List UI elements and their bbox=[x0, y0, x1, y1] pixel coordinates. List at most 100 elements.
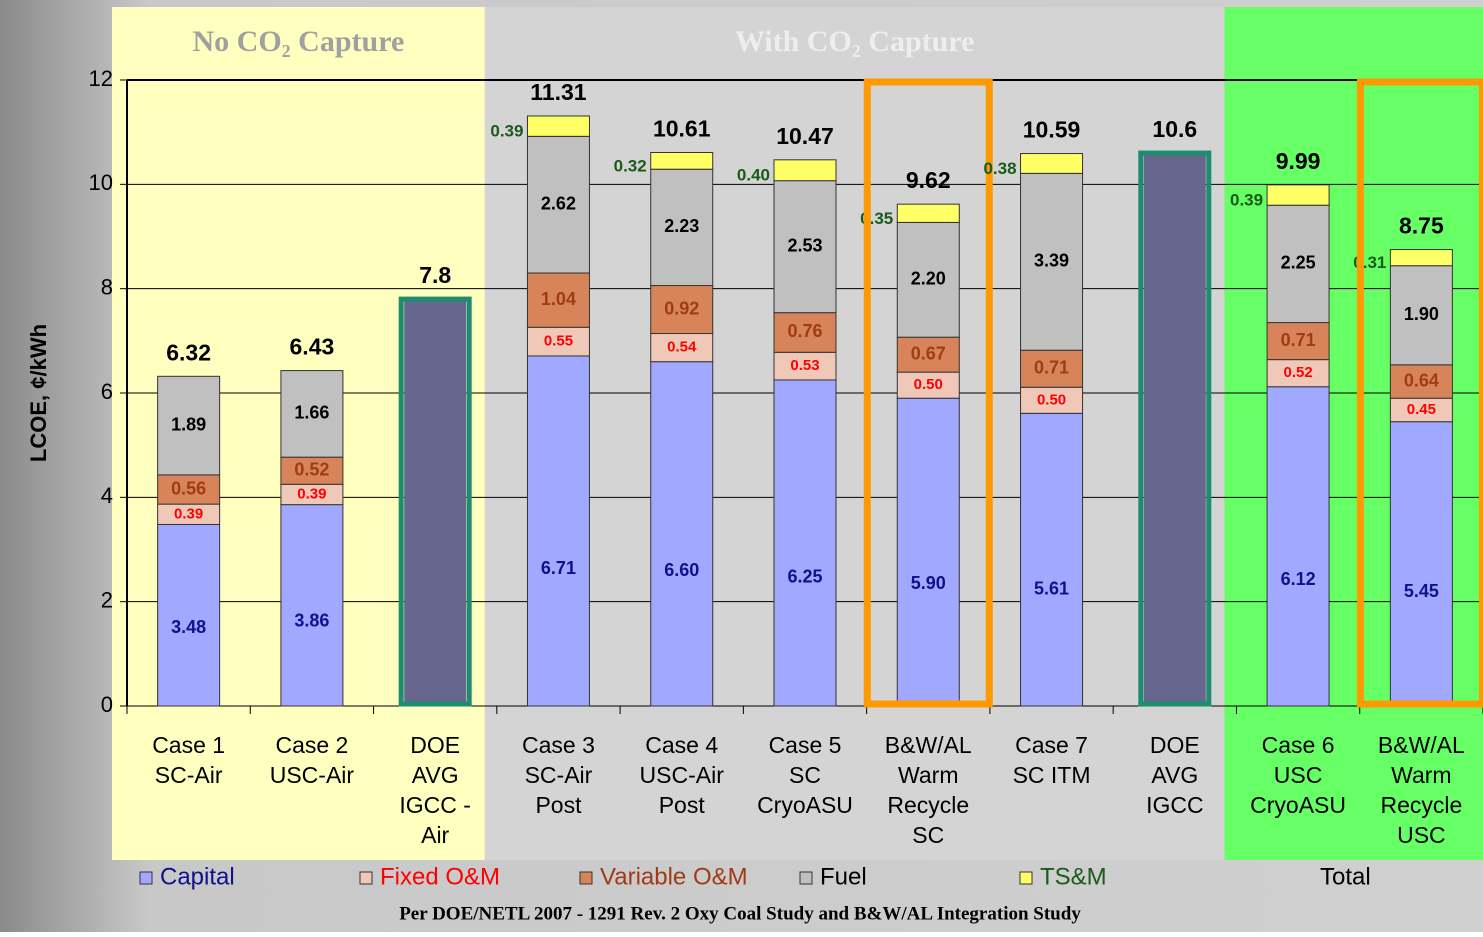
bar-segment bbox=[157, 375, 221, 476]
legend-swatch bbox=[1019, 871, 1033, 885]
x-tick-label: Case 7 bbox=[1015, 732, 1088, 758]
x-tick-label: Case 6 bbox=[1262, 732, 1335, 758]
value-label: 2.25 bbox=[1281, 253, 1316, 273]
value-label: 0.54 bbox=[667, 339, 697, 356]
x-tick-label: Case 2 bbox=[275, 732, 348, 758]
y-tick-label: 8 bbox=[101, 274, 113, 299]
value-label: 0.39 bbox=[490, 122, 523, 141]
value-label: 0.71 bbox=[1281, 330, 1316, 350]
value-label: 0.32 bbox=[614, 156, 647, 175]
x-tick-label: CryoASU bbox=[757, 792, 853, 818]
highlight-box bbox=[398, 296, 472, 707]
bar-segment bbox=[526, 115, 590, 137]
legend-swatch bbox=[799, 871, 813, 885]
region-label: No CO₂ Capture bbox=[193, 25, 405, 58]
x-tick-label: SC bbox=[912, 822, 944, 848]
bar-segment bbox=[157, 474, 221, 505]
region bbox=[484, 7, 1225, 860]
legend-label: Total bbox=[1320, 863, 1371, 890]
x-tick-label: Post bbox=[659, 792, 706, 818]
value-label: 3.48 bbox=[171, 617, 206, 637]
x-tick-label: B&W/AL bbox=[885, 732, 972, 758]
x-tick-label: Post bbox=[535, 792, 582, 818]
x-tick-label: DOE bbox=[410, 732, 460, 758]
bar-segment bbox=[1389, 265, 1453, 366]
total-label: 11.31 bbox=[530, 79, 586, 105]
value-label: 0.56 bbox=[171, 478, 206, 498]
y-tick-label: 4 bbox=[101, 483, 113, 508]
highlight-box bbox=[1356, 78, 1483, 708]
x-tick-label: Case 4 bbox=[645, 732, 718, 758]
value-label: 6.12 bbox=[1281, 569, 1316, 589]
x-tick-label: SC ITM bbox=[1013, 762, 1091, 788]
bar-segment bbox=[1020, 349, 1084, 388]
total-label: 10.6 bbox=[1152, 116, 1197, 142]
bar-segment bbox=[280, 504, 344, 707]
bar-segment bbox=[1266, 204, 1330, 324]
total-label: 6.43 bbox=[290, 334, 335, 360]
value-label: 0.38 bbox=[983, 159, 1016, 178]
legend-swatch bbox=[139, 871, 153, 885]
x-tick-label: Air bbox=[421, 822, 449, 848]
bar-segment bbox=[1020, 153, 1084, 174]
region-label: With CO₂ Capture bbox=[735, 25, 975, 58]
total-label: 6.32 bbox=[166, 339, 211, 365]
bar-segment bbox=[1020, 386, 1084, 414]
bar-segment bbox=[773, 351, 837, 381]
x-tick-label: Recycle bbox=[887, 792, 969, 818]
x-tick-label: USC-Air bbox=[640, 762, 725, 788]
legend-label: Fixed O&M bbox=[380, 863, 500, 890]
value-label: 0.92 bbox=[664, 298, 699, 318]
y-tick-label: 6 bbox=[101, 379, 113, 404]
y-tick-label: 2 bbox=[101, 587, 113, 612]
bar-segment bbox=[280, 370, 344, 458]
x-tick-label: Recycle bbox=[1380, 792, 1462, 818]
bar-segment bbox=[650, 333, 714, 363]
value-label: 0.39 bbox=[297, 485, 326, 502]
value-label: 0.39 bbox=[1230, 191, 1263, 210]
legend-label: Variable O&M bbox=[600, 863, 748, 890]
bar-segment bbox=[526, 355, 590, 707]
value-label: 1.89 bbox=[171, 414, 206, 434]
value-label: 3.86 bbox=[294, 610, 329, 630]
bar-segment bbox=[650, 285, 714, 335]
value-label: 1.90 bbox=[1404, 304, 1439, 324]
value-label: 2.62 bbox=[541, 193, 576, 213]
total-label: 8.75 bbox=[1399, 213, 1444, 239]
value-label: 5.90 bbox=[911, 573, 946, 593]
total-label: 7.8 bbox=[419, 262, 451, 288]
bar-segment bbox=[896, 397, 960, 707]
value-label: 2.23 bbox=[664, 216, 699, 236]
highlight-box bbox=[863, 78, 993, 708]
value-label: 0.52 bbox=[1283, 364, 1312, 381]
value-label: 0.76 bbox=[787, 321, 822, 341]
value-label: 3.39 bbox=[1034, 251, 1069, 271]
bar-segment bbox=[526, 135, 590, 274]
y-tick-label: 10 bbox=[89, 170, 113, 195]
value-label: 0.50 bbox=[914, 376, 943, 393]
bar-segment bbox=[773, 180, 837, 314]
x-tick-label: DOE bbox=[1150, 732, 1200, 758]
x-tick-label: Warm bbox=[898, 762, 958, 788]
bar-segment bbox=[650, 152, 714, 170]
bar-segment bbox=[896, 203, 960, 223]
x-tick-label: IGCC - bbox=[399, 792, 471, 818]
value-label: 0.39 bbox=[174, 505, 203, 522]
bar-segment bbox=[896, 221, 960, 338]
x-tick-label: SC bbox=[789, 762, 821, 788]
x-tick-label: SC-Air bbox=[155, 762, 223, 788]
value-label: 6.25 bbox=[787, 567, 822, 587]
value-label: 0.52 bbox=[294, 459, 329, 479]
y-tick-label: 12 bbox=[89, 66, 113, 91]
legend-label: Fuel bbox=[820, 863, 867, 890]
value-label: 0.45 bbox=[1407, 401, 1436, 418]
value-label: 2.20 bbox=[911, 269, 946, 289]
x-tick-label: B&W/AL bbox=[1378, 732, 1465, 758]
bar-segment bbox=[896, 371, 960, 399]
legend-swatch bbox=[359, 871, 373, 885]
x-tick-label: USC bbox=[1274, 762, 1323, 788]
x-tick-label: Case 5 bbox=[769, 732, 842, 758]
bar-segment bbox=[1020, 172, 1084, 351]
y-tick-label: 0 bbox=[101, 692, 113, 717]
x-tick-label: Warm bbox=[1391, 762, 1451, 788]
